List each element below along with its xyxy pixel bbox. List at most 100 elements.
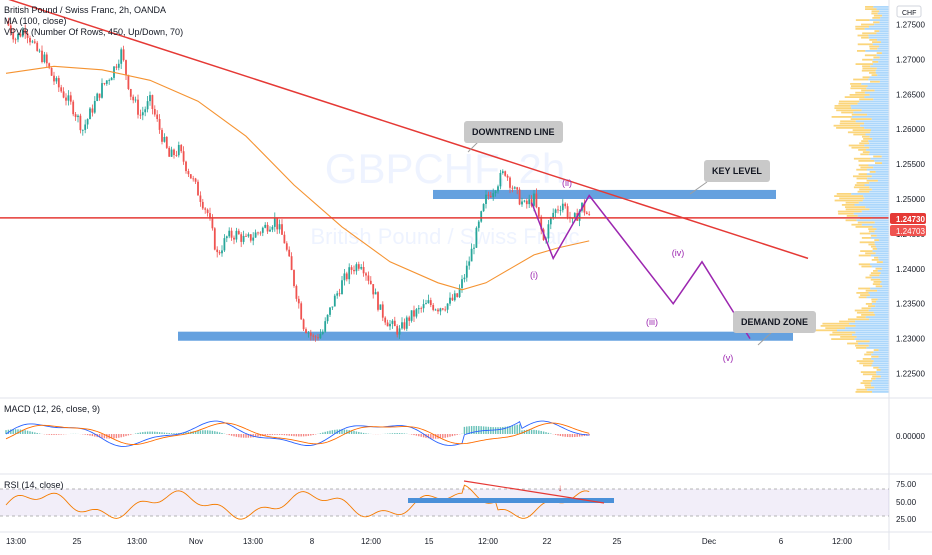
volume-bar-up — [876, 228, 889, 230]
volume-bar-up — [874, 360, 889, 362]
rsi-tick-50: 50.00 — [896, 498, 917, 507]
volume-bar-up — [873, 351, 889, 353]
macd-histogram-bar — [320, 433, 321, 434]
candle-body — [353, 270, 355, 271]
candle-body — [99, 94, 101, 98]
candle-body — [140, 115, 142, 116]
candle-body — [281, 224, 283, 235]
volume-bar-down — [877, 261, 883, 263]
volume-bar-up — [872, 380, 889, 382]
volume-bar-down — [871, 272, 881, 274]
volume-bar-down — [835, 200, 863, 202]
volume-bar-down — [856, 169, 867, 171]
volume-bar-down — [856, 316, 865, 318]
candle-body — [36, 43, 38, 51]
candle-body — [356, 264, 358, 271]
volume-bar-down — [859, 263, 870, 265]
volume-bar-down — [859, 164, 869, 166]
candle-body — [202, 202, 204, 208]
macd-histogram-bar — [233, 434, 234, 436]
candle-body — [75, 114, 77, 117]
vpvr-indicator-label[interactable]: VPVR (Number Of Rows, 450, Up/Down, 70) — [4, 27, 183, 37]
downtrend-line-callout[interactable]: DOWNTREND LINE — [464, 121, 563, 143]
key-level-callout[interactable]: KEY LEVEL — [704, 160, 770, 182]
volume-bar-up — [871, 358, 889, 360]
time-label: 6 — [779, 537, 784, 546]
volume-bar-up — [880, 81, 889, 83]
candle-body — [178, 145, 180, 155]
candle-body — [238, 231, 240, 234]
candle-body — [418, 308, 420, 309]
candle-body — [305, 329, 307, 333]
macd-indicator-label[interactable]: MACD (12, 26, close, 9) — [4, 404, 100, 414]
candle-body — [207, 210, 209, 213]
candle-body — [137, 100, 139, 115]
symbol-title[interactable]: British Pound / Swiss Franc, 2h, OANDA — [4, 5, 166, 15]
volume-bar-down — [872, 41, 881, 43]
macd-histogram-bar — [53, 434, 54, 435]
macd-histogram-bar — [296, 434, 297, 436]
key-level-zone[interactable] — [433, 190, 776, 199]
candle-body — [562, 204, 564, 210]
time-label: 25 — [73, 537, 82, 546]
volume-bar-up — [876, 54, 889, 56]
macd-histogram-bar — [214, 431, 215, 434]
macd-histogram-bar — [125, 434, 126, 436]
macd-histogram-bar — [145, 432, 146, 434]
time-label: 12:00 — [832, 537, 853, 546]
volume-bar-down — [860, 250, 872, 252]
volume-bar-down — [870, 274, 880, 276]
volume-bar-down — [862, 70, 876, 72]
volume-bar-down — [870, 48, 878, 50]
candle-body — [524, 201, 526, 202]
candle-body — [401, 322, 403, 328]
volume-bar-down — [861, 140, 868, 142]
volume-bar-down — [836, 127, 864, 129]
candle-body — [449, 298, 451, 304]
candle-body — [32, 41, 34, 42]
current-price-label: 1.24730 — [896, 215, 925, 224]
candle-body — [483, 204, 485, 211]
volume-bar-down — [863, 373, 876, 375]
volume-bar-down — [859, 362, 872, 364]
macd-histogram-bar — [497, 427, 498, 434]
rsi-indicator-label[interactable]: RSI (14, close) — [4, 480, 64, 490]
time-label: 12:00 — [478, 537, 499, 546]
price-tick: 1.26500 — [896, 90, 925, 99]
candle-body — [588, 214, 590, 215]
macd-histogram-bar — [361, 432, 362, 434]
rsi-tick-75: 75.00 — [896, 480, 917, 489]
candle-body — [286, 243, 288, 249]
volume-bar-down — [862, 307, 871, 309]
candle-body — [176, 155, 178, 156]
volume-bar-up — [865, 184, 889, 186]
macd-histogram-bar — [517, 425, 518, 434]
ma-indicator-label[interactable]: MA (100, close) — [4, 16, 67, 26]
candle-body — [536, 194, 538, 208]
volume-bar-down — [874, 15, 882, 17]
volume-bar-down — [850, 83, 861, 85]
volume-bar-up — [863, 200, 889, 202]
demand-zone[interactable] — [178, 332, 793, 341]
demand-zone-callout[interactable]: DEMAND ZONE — [733, 311, 816, 333]
volume-bar-up — [866, 316, 889, 318]
volume-bar-up — [862, 211, 889, 213]
candle-body — [320, 334, 322, 338]
macd-histogram-bar — [411, 434, 412, 435]
candle-body — [166, 137, 168, 148]
macd-histogram-bar — [39, 433, 40, 434]
volume-bar-down — [866, 290, 877, 292]
volume-bar-down — [874, 349, 879, 351]
rsi-support-zone[interactable] — [408, 498, 614, 503]
candle-body — [216, 250, 218, 252]
candle-body — [87, 119, 89, 124]
volume-bar-up — [865, 50, 889, 52]
volume-bar-up — [865, 134, 889, 136]
macd-histogram-bar — [413, 434, 414, 435]
macd-histogram-bar — [130, 434, 131, 435]
candle-body — [92, 108, 94, 112]
macd-histogram-bar — [478, 426, 479, 434]
macd-histogram-bar — [545, 432, 546, 434]
